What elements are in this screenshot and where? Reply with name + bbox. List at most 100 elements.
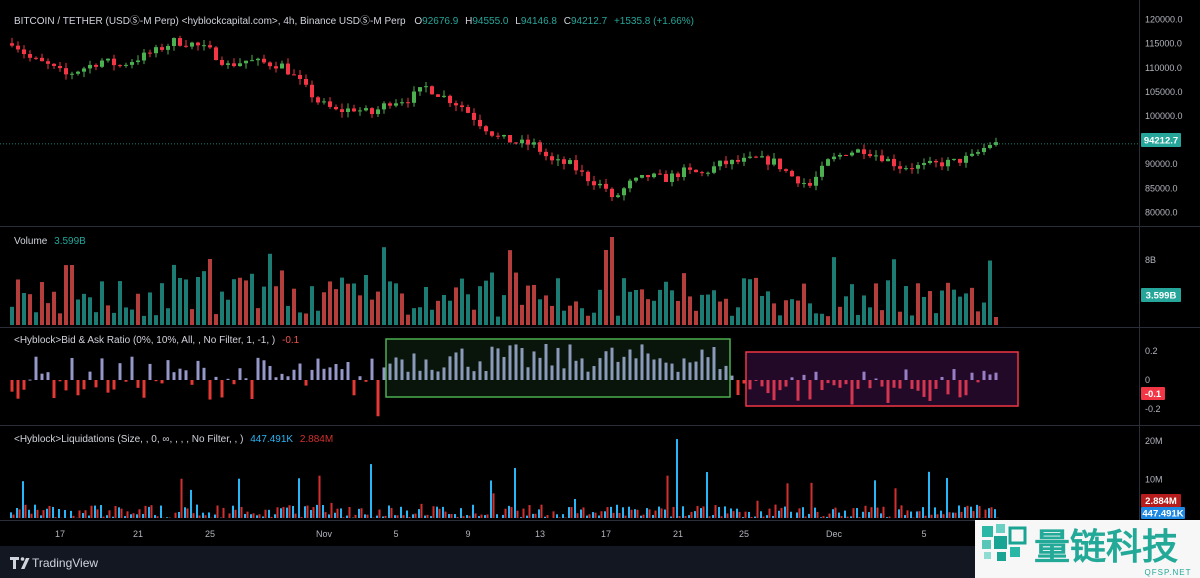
candle-body bbox=[574, 160, 578, 171]
volume-bar bbox=[322, 292, 326, 325]
liquidations-pane[interactable] bbox=[10, 439, 999, 518]
candle-body bbox=[628, 180, 632, 189]
candle-body bbox=[898, 166, 902, 169]
liq-long-bar bbox=[214, 514, 216, 518]
liq-long-bar bbox=[844, 510, 846, 518]
candle-body bbox=[844, 154, 848, 156]
liq-short-bar bbox=[288, 505, 291, 518]
bid-ask-bar bbox=[694, 361, 698, 380]
bid-ask-bar bbox=[136, 380, 140, 388]
liq-short-bar bbox=[438, 508, 441, 518]
candle-body bbox=[874, 155, 878, 157]
liq-long-bar bbox=[700, 508, 702, 518]
bid-ask-bar bbox=[244, 378, 248, 380]
bid-ask-bar bbox=[874, 378, 878, 380]
bid-ask-bar bbox=[784, 380, 788, 387]
volume-bar bbox=[520, 304, 524, 325]
candle-body bbox=[262, 58, 266, 63]
bid-ask-bar bbox=[676, 371, 680, 380]
candle-body bbox=[724, 160, 728, 165]
volume-bar bbox=[820, 313, 824, 325]
volume-bar bbox=[826, 316, 830, 325]
bid-ask-bar bbox=[754, 380, 758, 381]
liq-long-bar bbox=[268, 509, 270, 518]
liq-long-bar bbox=[508, 505, 510, 518]
bid-ask-bar bbox=[346, 361, 350, 380]
liq-short-bar bbox=[384, 515, 387, 518]
candle-body bbox=[58, 65, 62, 69]
liq-short-bar bbox=[858, 516, 861, 518]
liq-long-bar bbox=[106, 515, 108, 518]
liq-short-bar bbox=[636, 509, 639, 518]
liq-short-bar bbox=[744, 511, 747, 518]
liq-long-bar bbox=[274, 514, 276, 518]
time-axis-tick: 17 bbox=[55, 529, 65, 539]
liq-short-bar bbox=[396, 515, 399, 518]
volume-bar bbox=[238, 277, 242, 325]
bid-ask-pane[interactable] bbox=[10, 338, 1019, 417]
liq-long-bar bbox=[544, 516, 546, 518]
liq-short-bar bbox=[342, 517, 345, 518]
bid-ask-bar bbox=[934, 380, 938, 389]
price-pane[interactable] bbox=[0, 35, 1139, 202]
liq-short-bar bbox=[522, 508, 525, 518]
candle-body bbox=[160, 47, 164, 50]
volume-bar bbox=[208, 259, 212, 325]
tradingview-logo-icon bbox=[10, 557, 19, 569]
candle-body bbox=[904, 168, 908, 170]
volume-bar bbox=[352, 283, 356, 325]
candle-body bbox=[754, 156, 758, 158]
volume-bar bbox=[994, 316, 998, 325]
bid-ask-bar bbox=[586, 371, 590, 380]
candle-body bbox=[34, 57, 38, 59]
bid-ask-bar bbox=[400, 359, 404, 380]
bid-ask-bar bbox=[334, 364, 338, 380]
volume-bar bbox=[514, 272, 518, 325]
liq-long-bar bbox=[178, 511, 180, 518]
volume-bar bbox=[568, 305, 572, 325]
liq-short-bar bbox=[816, 511, 819, 518]
liq-short-bar bbox=[360, 508, 363, 518]
bid-ask-legend: <Hyblock>Bid & Ask Ratio (0%, 10%, All, … bbox=[14, 335, 300, 346]
volume-bar bbox=[94, 312, 98, 325]
bid-ask-bar bbox=[460, 348, 464, 380]
liq-long-bar bbox=[34, 504, 36, 518]
liq-long-bar bbox=[58, 509, 60, 518]
liq-short-bar bbox=[432, 506, 435, 518]
liq-short-bar bbox=[168, 517, 171, 518]
bid-ask-bar bbox=[628, 349, 632, 380]
candle-body bbox=[616, 195, 620, 198]
liq-long-bar bbox=[346, 515, 348, 518]
candle-body bbox=[454, 103, 458, 106]
bid-ask-bar bbox=[124, 380, 128, 382]
bid-ask-axis-tick: -0.2 bbox=[1145, 404, 1161, 414]
liq-long-bar bbox=[412, 514, 414, 518]
candle-body bbox=[700, 172, 704, 174]
liq-long-bar bbox=[916, 511, 918, 518]
liq-short-bar bbox=[222, 507, 225, 518]
tradingview-logo[interactable]: TradingView bbox=[10, 556, 98, 570]
candle-body bbox=[496, 135, 500, 137]
bid-ask-bar bbox=[286, 376, 290, 380]
liq-short-bar bbox=[804, 516, 807, 518]
bid-ask-bar bbox=[22, 380, 26, 390]
liq-short-bar bbox=[252, 513, 255, 518]
liq-long-bar bbox=[664, 509, 666, 518]
candle-body bbox=[556, 159, 560, 161]
candle-body bbox=[952, 158, 956, 160]
candle-body bbox=[196, 42, 200, 46]
bid-ask-bar bbox=[730, 375, 734, 380]
bid-ask-bar bbox=[166, 360, 170, 380]
candle-body bbox=[880, 155, 884, 162]
liq-short-bar bbox=[240, 506, 243, 518]
bid-ask-bar bbox=[484, 370, 488, 380]
liq-short-bar bbox=[462, 516, 465, 518]
volume-bar bbox=[172, 264, 176, 325]
liq-long-bar bbox=[328, 514, 330, 518]
volume-bar bbox=[622, 278, 626, 325]
volume-bar bbox=[802, 283, 806, 325]
volume-bar bbox=[778, 315, 782, 325]
volume-pane[interactable] bbox=[10, 237, 998, 325]
volume-bar bbox=[904, 286, 908, 325]
liq-short-bar bbox=[246, 511, 249, 518]
